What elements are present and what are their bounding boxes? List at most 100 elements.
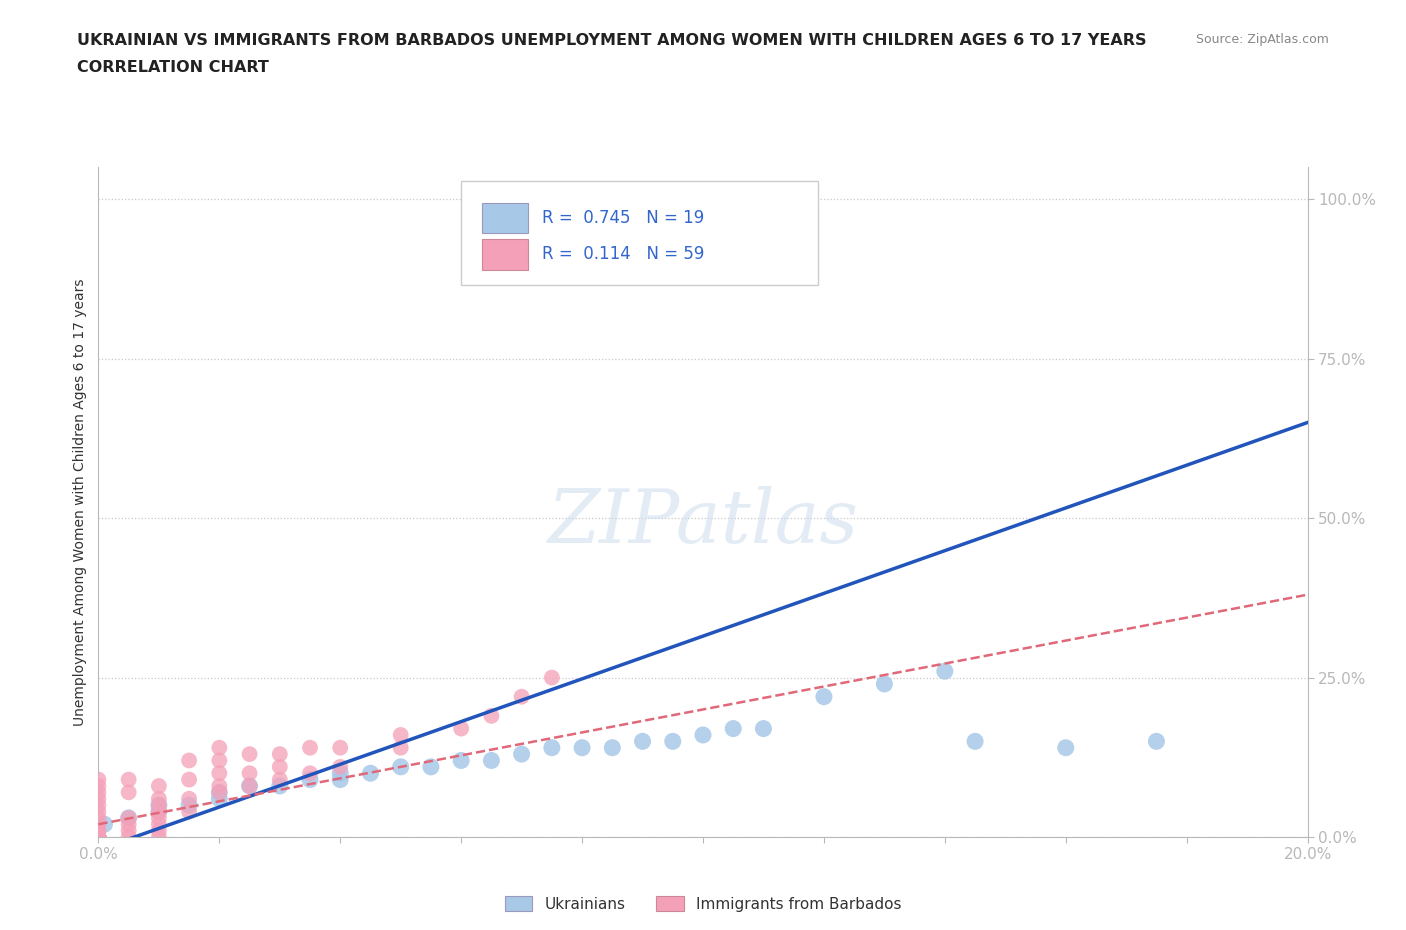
Point: [148, 798, 170, 813]
Point: [208, 785, 231, 800]
Point: [269, 760, 291, 775]
Point: [148, 830, 170, 844]
FancyBboxPatch shape: [461, 180, 818, 285]
Point: [510, 747, 533, 762]
Point: [87, 778, 110, 793]
Point: [148, 823, 170, 838]
Point: [208, 740, 231, 755]
Point: [239, 778, 262, 793]
Point: [299, 772, 322, 787]
Bar: [482, 239, 527, 270]
Point: [87, 830, 110, 844]
Point: [419, 760, 441, 775]
Point: [87, 830, 110, 844]
Point: [87, 830, 110, 844]
Point: [148, 791, 170, 806]
Text: UKRAINIAN VS IMMIGRANTS FROM BARBADOS UNEMPLOYMENT AMONG WOMEN WITH CHILDREN AGE: UKRAINIAN VS IMMIGRANTS FROM BARBADOS UN…: [77, 33, 1147, 47]
Point: [87, 817, 110, 831]
Point: [360, 765, 382, 780]
Point: [93, 817, 115, 831]
Text: R =  0.745   N = 19: R = 0.745 N = 19: [543, 208, 704, 227]
Point: [481, 753, 503, 768]
Point: [148, 778, 170, 793]
Point: [269, 747, 291, 762]
Point: [299, 740, 322, 755]
Point: [269, 778, 291, 793]
Point: [934, 664, 956, 679]
Point: [540, 740, 562, 755]
Point: [481, 709, 503, 724]
Point: [148, 798, 170, 813]
Point: [177, 753, 201, 768]
Point: [87, 772, 110, 787]
Point: [208, 765, 231, 780]
Point: [87, 830, 110, 844]
Point: [208, 778, 231, 793]
Point: [177, 804, 201, 819]
Point: [389, 727, 412, 742]
Point: [148, 810, 170, 825]
Legend: Ukrainians, Immigrants from Barbados: Ukrainians, Immigrants from Barbados: [499, 889, 907, 918]
Point: [87, 785, 110, 800]
Point: [813, 689, 835, 704]
Point: [1054, 740, 1077, 755]
Point: [692, 727, 714, 742]
Point: [87, 798, 110, 813]
Point: [450, 721, 472, 736]
Point: [510, 689, 533, 704]
Point: [118, 823, 141, 838]
Point: [631, 734, 654, 749]
Point: [540, 671, 562, 685]
Point: [87, 804, 110, 819]
Y-axis label: Unemployment Among Women with Children Ages 6 to 17 years: Unemployment Among Women with Children A…: [73, 278, 87, 726]
Point: [87, 830, 110, 844]
Point: [87, 823, 110, 838]
Text: R =  0.114   N = 59: R = 0.114 N = 59: [543, 246, 704, 263]
Point: [208, 791, 231, 806]
Point: [1144, 734, 1167, 749]
Point: [329, 740, 352, 755]
Point: [87, 830, 110, 844]
Point: [269, 772, 291, 787]
Point: [177, 772, 201, 787]
Point: [239, 765, 262, 780]
Point: [118, 810, 141, 825]
Point: [965, 734, 987, 749]
Point: [239, 747, 262, 762]
Point: [571, 740, 593, 755]
Point: [118, 810, 141, 825]
Text: CORRELATION CHART: CORRELATION CHART: [77, 60, 269, 75]
Point: [87, 830, 110, 844]
Point: [148, 817, 170, 831]
Point: [118, 830, 141, 844]
Point: [602, 740, 624, 755]
Point: [661, 734, 683, 749]
Point: [208, 753, 231, 768]
Point: [752, 721, 775, 736]
Point: [239, 778, 262, 793]
Text: ZIPatlas: ZIPatlas: [547, 486, 859, 559]
Point: [118, 772, 141, 787]
Point: [299, 765, 322, 780]
Bar: [482, 203, 527, 232]
Point: [118, 817, 141, 831]
Point: [87, 810, 110, 825]
Point: [389, 760, 412, 775]
Point: [87, 830, 110, 844]
Point: [148, 804, 170, 819]
Point: [873, 676, 896, 691]
Point: [450, 753, 472, 768]
Point: [329, 772, 352, 787]
Point: [87, 791, 110, 806]
Point: [118, 785, 141, 800]
Point: [177, 791, 201, 806]
Point: [87, 830, 110, 844]
Point: [329, 765, 352, 780]
Point: [208, 785, 231, 800]
Point: [87, 823, 110, 838]
Point: [177, 798, 201, 813]
Point: [148, 804, 170, 819]
Point: [87, 830, 110, 844]
Text: Source: ZipAtlas.com: Source: ZipAtlas.com: [1195, 33, 1329, 46]
Point: [389, 740, 412, 755]
